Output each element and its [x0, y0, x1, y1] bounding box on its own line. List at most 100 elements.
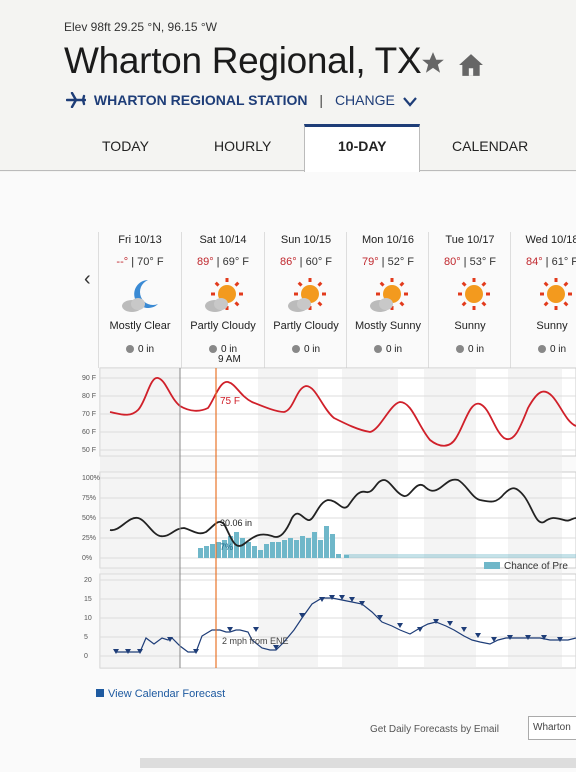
wind-direction-arrow: [339, 595, 345, 600]
low-temp: 60° F: [305, 256, 333, 268]
precip-amount: 0 in: [303, 344, 321, 355]
sun-icon: [458, 278, 490, 310]
humidity-readout: 30.06 in: [220, 518, 252, 528]
precip-bar: [204, 546, 209, 558]
raindrop-icon: [373, 345, 382, 353]
precip-bar: [324, 526, 329, 558]
raindrop-icon: [125, 345, 134, 353]
precip-amount: 0 in: [549, 344, 567, 355]
precip-baseline: [344, 554, 576, 558]
temp-axis-label: 50 F: [82, 447, 96, 454]
previous-days-arrow-icon[interactable]: ‹: [84, 268, 91, 290]
low-temp: 52° F: [387, 256, 415, 268]
day-precip: 0 in: [182, 344, 264, 355]
tab-active-indicator: [304, 124, 420, 172]
precip-bar: [282, 540, 287, 558]
day-temps: 89° | 69° F: [196, 256, 250, 268]
email-location-input[interactable]: Wharton: [528, 716, 576, 740]
precip-amount: 0 in: [220, 344, 238, 355]
raindrop-icon: [208, 345, 217, 353]
high-temp: 79°: [361, 256, 379, 268]
day-condition: Mostly Sunny: [354, 320, 422, 332]
wind-direction-arrow: [253, 627, 259, 632]
wind-direction-arrow: [447, 621, 453, 626]
temp-axis-label: 80 F: [82, 393, 96, 400]
wind-direction-arrow: [227, 627, 233, 632]
precip-bar: [270, 542, 275, 558]
day-temps: 86° | 60° F: [279, 256, 333, 268]
day-date: Fri 10/13: [118, 234, 162, 246]
temp-readout: 75 F: [220, 396, 240, 407]
wind-axis-label: 15: [84, 596, 92, 603]
precip-bar: [300, 536, 305, 558]
chevron-down-icon[interactable]: [402, 97, 417, 107]
precip-amount: 0 in: [137, 344, 155, 355]
airplane-icon: [66, 92, 86, 108]
day-precip: 0 in: [347, 344, 429, 355]
precip-bar: [336, 554, 341, 558]
precip-bar: [198, 548, 203, 558]
day-card[interactable]: Fri 10/13 --° | 70° F Mostly Clear 0 in: [98, 232, 181, 368]
raindrop-icon: [291, 345, 300, 353]
high-temp: 86°: [279, 256, 297, 268]
precip-bar: [252, 546, 257, 558]
precip-bar: [288, 538, 293, 558]
tab-hourly[interactable]: HOURLY: [214, 138, 272, 154]
wind-direction-arrow: [137, 649, 143, 654]
calendar-link-label: View Calendar Forecast: [108, 688, 226, 700]
tab-today[interactable]: TODAY: [102, 138, 149, 154]
precip-bar: [246, 542, 251, 558]
day-date: Mon 10/16: [362, 234, 414, 246]
low-temp: 61° F: [551, 256, 576, 268]
station-selector: WHARTON REGIONAL STATION | CHANGE: [66, 92, 417, 108]
high-temp: --°: [116, 256, 129, 268]
precip-bar: [344, 555, 349, 558]
day-condition: Partly Cloudy: [273, 320, 339, 332]
day-date: Tue 10/17: [445, 234, 495, 246]
favorite-star-icon[interactable]: [420, 50, 446, 76]
high-temp: 89°: [196, 256, 214, 268]
tab-bar: [0, 124, 576, 171]
wind-direction-arrow: [349, 597, 355, 602]
precip-bar: [210, 544, 215, 558]
separator: |: [319, 92, 324, 108]
wind-direction-arrow: [193, 649, 199, 654]
percent-axis-label: 75%: [82, 495, 96, 502]
raindrop-icon: [537, 345, 546, 353]
day-condition: Mostly Clear: [109, 320, 171, 332]
sun-cloud-icon: [205, 278, 243, 312]
change-station-button[interactable]: CHANGE: [334, 92, 395, 108]
wind-direction-arrow: [319, 597, 325, 602]
precip-bar: [294, 540, 299, 558]
wind-axis-label: 0: [84, 653, 88, 660]
wind-direction-arrow: [125, 649, 131, 654]
day-temps: 79° | 52° F: [361, 256, 415, 268]
wind-direction-arrow: [541, 635, 547, 640]
day-card[interactable]: Sat 10/14 89° | 69° F Partly Cloudy 0 in: [181, 232, 264, 368]
percent-axis-label: 50%: [82, 515, 96, 522]
view-calendar-forecast-link[interactable]: View Calendar Forecast: [96, 688, 225, 700]
wind-direction-arrow: [273, 645, 279, 650]
tab-10-day[interactable]: 10-DAY: [338, 138, 387, 154]
sun-cloud-icon: [288, 278, 326, 312]
tab-calendar[interactable]: CALENDAR: [452, 138, 529, 154]
day-card[interactable]: Tue 10/17 80° | 53° F Sunny 0 in: [428, 232, 511, 368]
wind-direction-arrow: [461, 627, 467, 632]
day-card[interactable]: Wed 10/18 84° | 61° F Sunny 0 in: [510, 232, 576, 368]
home-icon[interactable]: [458, 52, 484, 78]
wind-direction-arrow: [377, 615, 383, 620]
day-condition: Sunny: [536, 320, 568, 332]
percent-axis-label: 25%: [82, 535, 96, 542]
humidity-line: [109, 478, 576, 547]
wind-direction-arrow: [113, 649, 119, 654]
day-card[interactable]: Sun 10/15 86° | 60° F Partly Cloudy 0 in: [264, 232, 347, 368]
wind-direction-arrow: [299, 613, 305, 618]
day-precip: 0 in: [511, 344, 576, 355]
day-card[interactable]: Mon 10/16 79° | 52° F Mostly Sunny 0 in: [346, 232, 429, 368]
wind-direction-arrow: [525, 635, 531, 640]
station-name[interactable]: WHARTON REGIONAL STATION: [93, 92, 308, 108]
precip-amount: 0 in: [467, 344, 485, 355]
temp-axis-label: 70 F: [82, 411, 96, 418]
day-precip: 0 in: [99, 344, 181, 355]
sun-icon: [540, 278, 572, 310]
